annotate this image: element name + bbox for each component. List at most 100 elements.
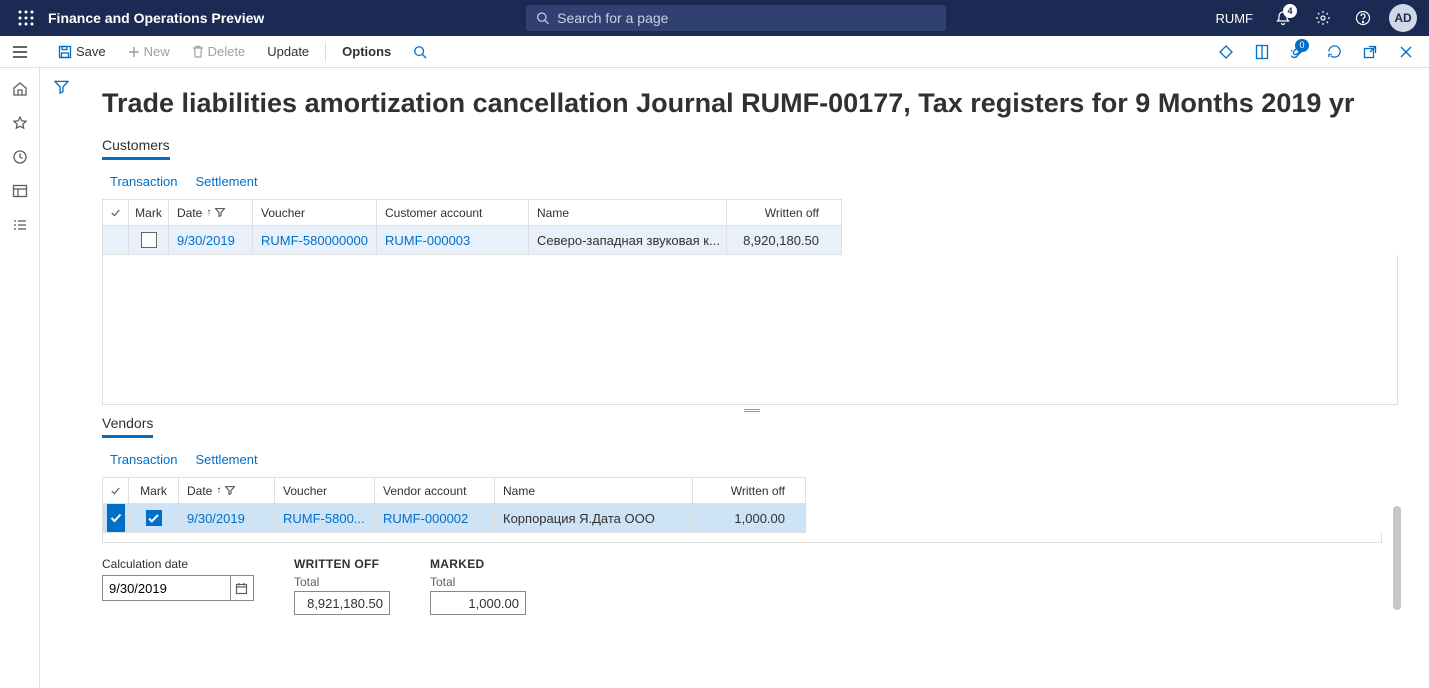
splitter-handle[interactable] (102, 405, 1401, 415)
cell-voucher[interactable]: RUMF-5800... (275, 504, 375, 532)
row-selector[interactable] (103, 504, 129, 532)
mark-checkbox[interactable] (129, 504, 179, 532)
col-voucher[interactable]: Voucher (275, 478, 375, 503)
search-icon (413, 45, 427, 59)
notifications-icon[interactable]: 4 (1265, 0, 1301, 36)
vendors-tab[interactable]: Vendors (102, 415, 153, 438)
cell-written-off: 1,000.00 (693, 504, 793, 532)
col-customer-account[interactable]: Customer account (377, 200, 529, 225)
cell-date[interactable]: 9/30/2019 (179, 504, 275, 532)
filter-icon[interactable] (225, 486, 235, 495)
customers-tab[interactable]: Customers (102, 137, 170, 160)
vendors-transaction-link[interactable]: Transaction (110, 452, 177, 467)
favorites-icon[interactable] (2, 108, 38, 138)
vendors-grid: Mark Date↑ Voucher Vendor account Name W… (102, 477, 806, 533)
nav-hamburger-icon[interactable] (0, 36, 40, 67)
cell-name: Северо-западная звуковая к... (529, 226, 727, 254)
written-off-sublabel: Total (294, 575, 390, 589)
modules-icon[interactable] (2, 210, 38, 240)
update-button[interactable]: Update (257, 36, 319, 68)
global-search-input[interactable] (557, 10, 936, 26)
col-written-off[interactable]: Written off (727, 200, 827, 225)
app-title: Finance and Operations Preview (48, 10, 264, 26)
scrollbar[interactable] (1393, 506, 1401, 610)
left-nav-rail (0, 68, 40, 688)
cell-account[interactable]: RUMF-000003 (377, 226, 529, 254)
vendors-grid-header: Mark Date↑ Voucher Vendor account Name W… (103, 478, 805, 504)
global-search[interactable] (526, 5, 946, 31)
marked-heading: MARKED (430, 557, 526, 571)
col-mark[interactable]: Mark (129, 478, 179, 503)
calc-date-label: Calculation date (102, 557, 254, 571)
col-mark[interactable]: Mark (129, 200, 169, 225)
customers-transaction-link[interactable]: Transaction (110, 174, 177, 189)
office-icon[interactable] (1247, 37, 1277, 67)
search-icon (536, 11, 549, 25)
calc-date-input[interactable] (102, 575, 254, 601)
main-content: Trade liabilities amortization cancellat… (82, 68, 1429, 688)
mark-checkbox[interactable] (129, 226, 169, 254)
marked-total: 1,000.00 (430, 591, 526, 615)
cell-voucher[interactable]: RUMF-580000000 (253, 226, 377, 254)
cell-name: Корпорация Я.Дата ООО (495, 504, 693, 532)
vendors-settlement-link[interactable]: Settlement (195, 452, 257, 467)
app-launcher-icon[interactable] (8, 0, 44, 36)
find-button[interactable] (403, 36, 437, 68)
action-bar-row: Save New Delete Update Options 0 (0, 36, 1429, 68)
recent-icon[interactable] (2, 142, 38, 172)
col-name[interactable]: Name (529, 200, 727, 225)
delete-button[interactable]: Delete (182, 36, 256, 68)
calc-date-field[interactable] (103, 576, 230, 600)
calendar-icon[interactable] (230, 576, 253, 600)
company-picker[interactable]: RUMF (1207, 0, 1261, 36)
customers-row[interactable]: 9/30/2019 RUMF-580000000 RUMF-000003 Сев… (103, 226, 841, 254)
col-date[interactable]: Date↑ (169, 200, 253, 225)
link-icon[interactable] (1211, 37, 1241, 67)
col-vendor-account[interactable]: Vendor account (375, 478, 495, 503)
marked-sublabel: Total (430, 575, 526, 589)
top-navbar: Finance and Operations Preview RUMF 4 AD (0, 0, 1429, 36)
footer-summary: Calculation date WRITTEN OFF Total 8,921… (102, 557, 1401, 615)
user-avatar[interactable]: AD (1385, 0, 1421, 36)
filter-pane-icon[interactable] (46, 74, 76, 100)
cell-date[interactable]: 9/30/2019 (169, 226, 253, 254)
col-date[interactable]: Date↑ (179, 478, 275, 503)
row-selector[interactable] (103, 226, 129, 254)
sort-asc-icon: ↑ (206, 207, 211, 218)
written-off-heading: WRITTEN OFF (294, 557, 390, 571)
customers-grid: Mark Date↑ Voucher Customer account Name… (102, 199, 842, 255)
help-icon[interactable] (1345, 0, 1381, 36)
refresh-icon[interactable] (1319, 37, 1349, 67)
filter-icon[interactable] (215, 208, 225, 217)
trash-icon (192, 45, 204, 58)
notification-badge: 4 (1283, 4, 1297, 18)
close-icon[interactable] (1391, 37, 1421, 67)
cell-written-off: 8,920,180.50 (727, 226, 827, 254)
customers-grid-header: Mark Date↑ Voucher Customer account Name… (103, 200, 841, 226)
col-name[interactable]: Name (495, 478, 693, 503)
col-voucher[interactable]: Voucher (253, 200, 377, 225)
vendors-row[interactable]: 9/30/2019 RUMF-5800... RUMF-000002 Корпо… (103, 504, 805, 532)
select-all-checkbox[interactable] (103, 478, 129, 503)
select-all-checkbox[interactable] (103, 200, 129, 225)
workspaces-icon[interactable] (2, 176, 38, 206)
settings-icon[interactable] (1305, 0, 1341, 36)
attachments-icon[interactable]: 0 (1283, 37, 1313, 67)
separator (325, 42, 326, 62)
attachments-badge: 0 (1295, 39, 1309, 52)
customers-settlement-link[interactable]: Settlement (195, 174, 257, 189)
save-button[interactable]: Save (48, 36, 116, 68)
options-button[interactable]: Options (332, 36, 401, 68)
sort-asc-icon: ↑ (216, 485, 221, 496)
action-bar: Save New Delete Update Options 0 (40, 36, 1429, 67)
filter-rail (40, 68, 82, 688)
save-icon (58, 45, 72, 59)
plus-icon (128, 46, 140, 58)
cell-account[interactable]: RUMF-000002 (375, 504, 495, 532)
popout-icon[interactable] (1355, 37, 1385, 67)
new-button[interactable]: New (118, 36, 180, 68)
col-written-off[interactable]: Written off (693, 478, 793, 503)
home-icon[interactable] (2, 74, 38, 104)
written-off-total: 8,921,180.50 (294, 591, 390, 615)
page-title: Trade liabilities amortization cancellat… (102, 88, 1401, 119)
